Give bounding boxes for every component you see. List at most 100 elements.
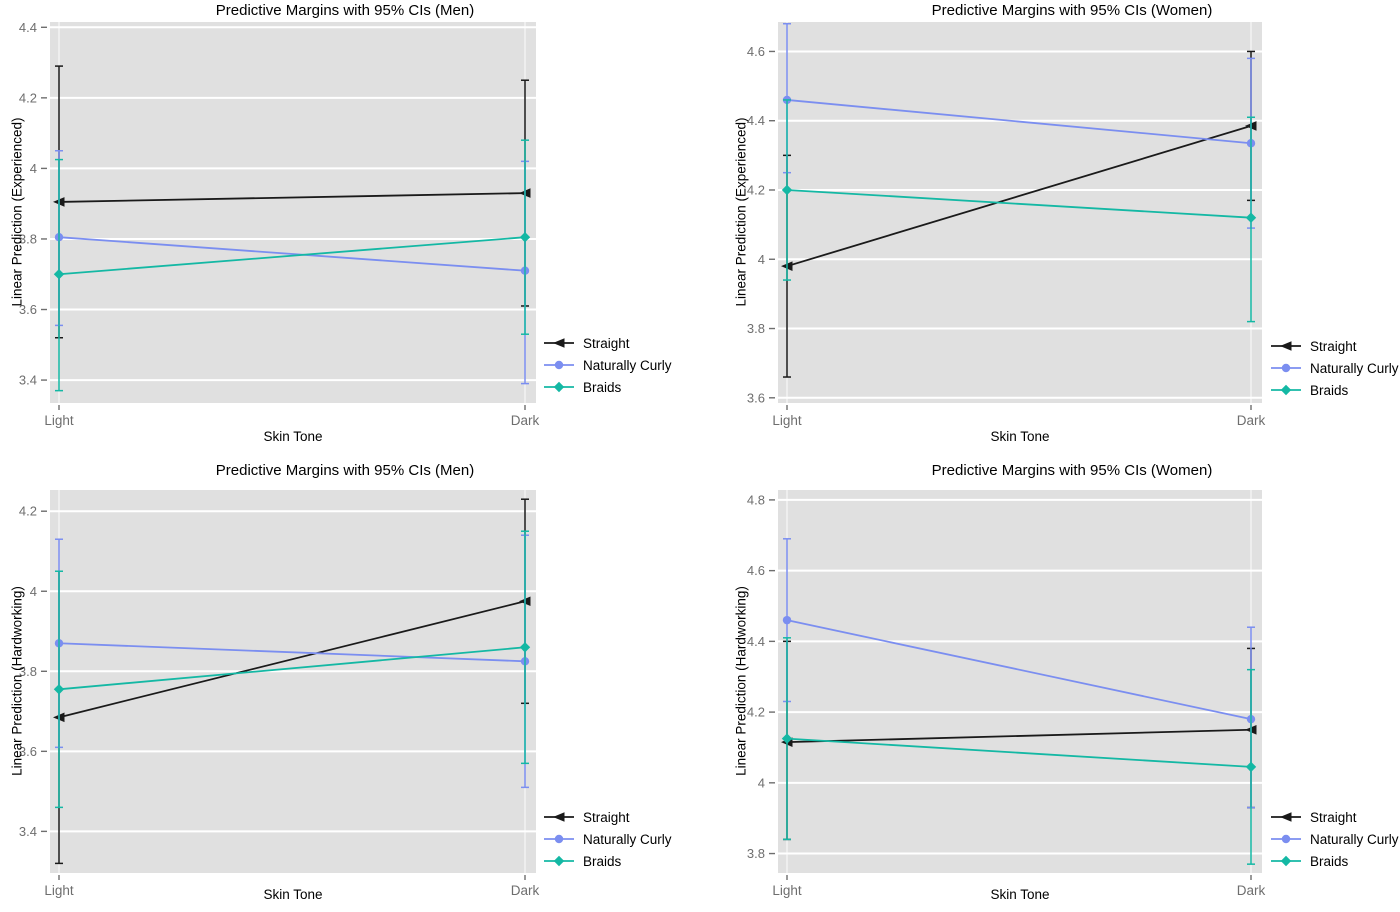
y-tick-label: 4.4 <box>19 20 37 35</box>
point-marker-diamond <box>53 684 65 695</box>
y-axis-label: Linear Prediction (Experienced) <box>9 117 25 307</box>
x-tick-label: Light <box>772 883 802 898</box>
legend-item-naturally-curly: Naturally Curly <box>1271 357 1399 379</box>
plot-background <box>50 490 536 873</box>
chart-title: Predictive Margins with 95% CIs (Women) <box>931 462 1213 479</box>
point-marker-triangle-left <box>1280 812 1292 822</box>
y-tick-label: 4 <box>30 584 37 599</box>
x-tick-label: Light <box>44 413 74 428</box>
chart-title: Predictive Margins with 95% CIs (Men) <box>215 462 475 479</box>
legend-label: Straight <box>1310 809 1357 825</box>
panel-women-hardworking: 3.8 4 4.2 4.4 4.6 4.8 Light Dark Predictive Mar… <box>700 456 1400 912</box>
point-marker-diamond <box>1245 212 1257 223</box>
series-line <box>58 600 526 719</box>
y-tick-label: 3.8 <box>19 231 37 246</box>
legend-label: Braids <box>1310 853 1349 869</box>
point-marker-triangle-left <box>1280 341 1292 351</box>
plot-women-hardworking: 3.8 4 4.2 4.4 4.6 4.8 Light Dark <box>747 490 1266 898</box>
legend-item-naturally-curly: Naturally Curly <box>544 354 672 376</box>
point-marker-diamond <box>53 269 65 280</box>
y-tick-label: 3.6 <box>747 390 765 405</box>
series-line <box>58 646 526 691</box>
point-marker-diamond <box>519 642 531 653</box>
series-braids <box>53 139 531 392</box>
y-axis-label: Linear Prediction (Hardworking) <box>733 586 749 776</box>
legend-label: Naturally Curly <box>583 831 672 847</box>
series-braids <box>53 530 531 809</box>
legend-item-naturally-curly: Naturally Curly <box>544 828 672 850</box>
legend-item-braids: Braids <box>1271 379 1399 401</box>
plot-background <box>50 22 536 403</box>
legend-item-straight: Straight <box>544 332 672 354</box>
y-tick-label: 4 <box>758 252 765 267</box>
series-line <box>786 99 1252 145</box>
axis-ticks: 3.4 3.6 3.8 4 4.2 Light Dark <box>19 504 540 898</box>
plot-background <box>778 22 1262 403</box>
panel-men-hardworking: 3.4 3.6 3.8 4 4.2 Light Dark Predictive Margin… <box>0 456 700 912</box>
legend-marker-circle-icon <box>544 834 574 844</box>
point-marker-circle <box>554 360 564 370</box>
y-tick-label: 4.8 <box>747 492 765 507</box>
series-line <box>58 236 526 272</box>
legend-label: Braids <box>583 853 622 869</box>
legend: Straight Naturally Curly Braids <box>1271 806 1399 872</box>
legend-item-naturally-curly: Naturally Curly <box>1271 828 1399 850</box>
legend-item-straight: Straight <box>1271 335 1399 357</box>
y-tick-label: 3.4 <box>19 824 37 839</box>
legend-marker-circle-icon <box>1271 363 1301 373</box>
legend-marker-diamond-icon <box>544 855 574 867</box>
axis-ticks: 3.4 3.6 3.8 4 4.2 4.4 Light Dark <box>19 20 540 428</box>
x-tick-label: Light <box>772 413 802 428</box>
legend-label: Naturally Curly <box>1310 360 1399 376</box>
y-tick-label: 3.4 <box>19 373 37 388</box>
legend-marker-circle-icon <box>1271 834 1301 844</box>
plot-women-experienced: 3.6 3.8 4 4.2 4.4 4.6 Light Dark <box>747 22 1266 428</box>
legend-marker-circle-icon <box>544 360 574 370</box>
x-tick-label: Light <box>44 883 74 898</box>
x-tick-label: Dark <box>1237 883 1266 898</box>
chart-title: Predictive Margins with 95% CIs (Women) <box>931 2 1213 19</box>
x-tick-label: Dark <box>511 413 540 428</box>
point-marker-diamond <box>781 184 793 196</box>
legend-item-braids: Braids <box>544 376 672 398</box>
plot-background <box>778 490 1262 873</box>
plot-men-experienced: 3.4 3.6 3.8 4 4.2 4.4 Light Dark <box>19 20 540 428</box>
point-marker-circle <box>1281 834 1291 844</box>
legend-label: Straight <box>583 809 630 825</box>
point-marker-circle <box>554 834 564 844</box>
y-tick-label: 3.6 <box>19 744 37 759</box>
y-tick-label: 4.2 <box>19 504 37 519</box>
legend-item-braids: Braids <box>544 850 672 872</box>
legend-label: Straight <box>1310 338 1357 354</box>
point-marker-circle <box>1281 363 1291 373</box>
y-tick-label: 4 <box>758 775 765 790</box>
chart-title: Predictive Margins with 95% CIs (Men) <box>215 2 475 19</box>
series-line <box>786 189 1252 219</box>
y-tick-label: 4.6 <box>747 563 765 578</box>
y-tick-label: 4.4 <box>747 113 765 128</box>
series-line <box>786 125 1252 268</box>
legend-label: Braids <box>583 379 622 395</box>
x-axis-label: Skin Tone <box>263 887 323 902</box>
legend-marker-diamond-icon <box>1271 384 1301 396</box>
legend-item-straight: Straight <box>1271 806 1399 828</box>
point-marker-diamond <box>519 231 531 243</box>
x-axis-label: Skin Tone <box>263 429 323 444</box>
point-marker-diamond <box>553 855 565 867</box>
y-tick-label: 4.4 <box>747 634 765 649</box>
axis-ticks: 3.6 3.8 4 4.2 4.4 4.6 Light Dark <box>747 44 1266 428</box>
y-axis-label: Linear Prediction (Hardworking) <box>9 586 25 776</box>
series-line <box>58 642 526 663</box>
point-marker-triangle-left <box>553 338 565 348</box>
point-marker-diamond <box>1280 855 1292 867</box>
legend-label: Straight <box>583 335 630 351</box>
y-tick-label: 4.2 <box>19 90 37 105</box>
legend-marker-triangle-left-icon <box>1271 812 1301 822</box>
point-marker-circle <box>782 615 792 625</box>
y-axis-label: Linear Prediction (Experienced) <box>733 117 749 307</box>
y-tick-label: 4.6 <box>747 44 765 59</box>
legend-label: Braids <box>1310 382 1349 398</box>
x-tick-label: Dark <box>511 883 540 898</box>
y-tick-label: 3.8 <box>19 664 37 679</box>
